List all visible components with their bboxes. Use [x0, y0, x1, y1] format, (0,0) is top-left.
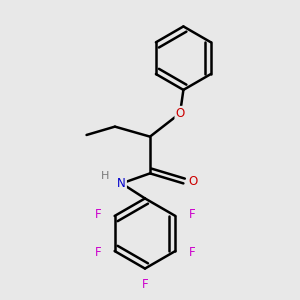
Text: O: O [176, 107, 185, 120]
Text: H: H [101, 171, 109, 181]
Text: F: F [142, 278, 148, 291]
Text: F: F [189, 208, 195, 221]
Text: F: F [94, 208, 101, 221]
Text: N: N [117, 177, 126, 190]
Text: F: F [189, 246, 195, 259]
Text: F: F [94, 246, 101, 259]
Text: O: O [188, 175, 197, 188]
